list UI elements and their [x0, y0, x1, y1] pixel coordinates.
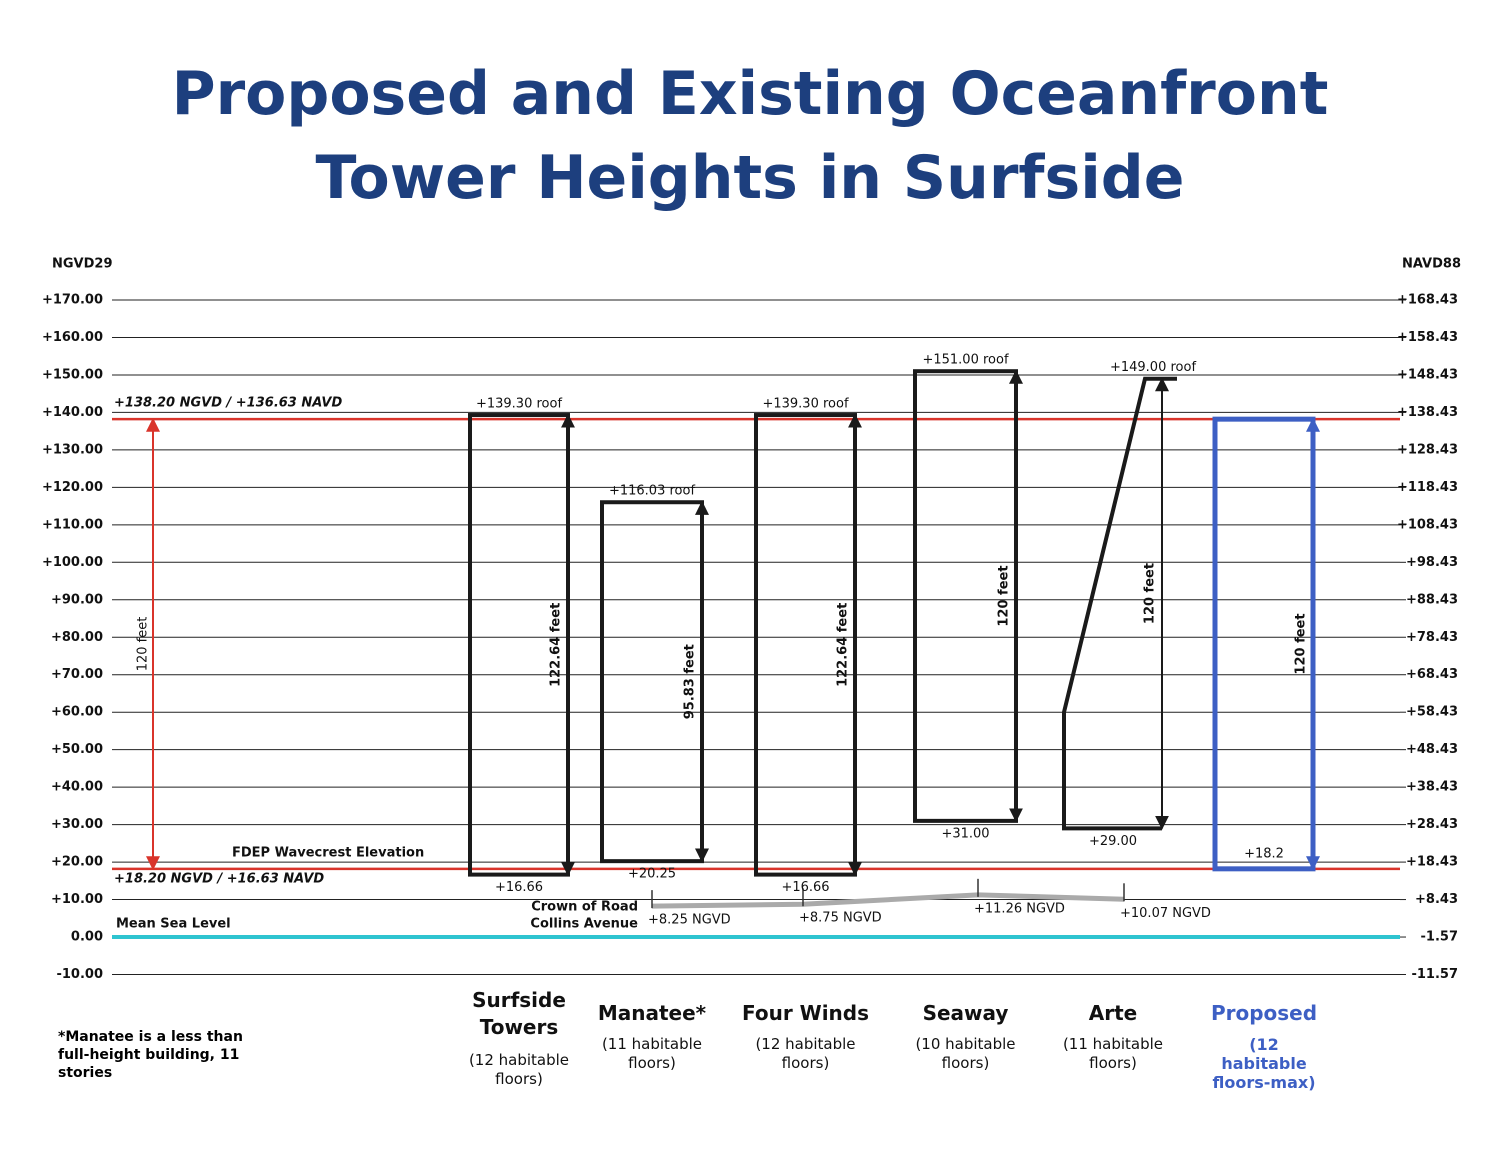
footnote: *Manatee is a less than full-height buil…	[58, 1029, 243, 1081]
y2-tick-label: +18.43	[1406, 855, 1458, 870]
y-tick-label: +30.00	[51, 817, 103, 832]
road-label: +8.25 NGVD	[648, 913, 731, 928]
top-label: +149.00 roof	[1110, 360, 1196, 375]
y2-tick-label: +68.43	[1406, 667, 1458, 682]
building-name: Manatee*	[597, 1001, 707, 1025]
building-floors: (11 habitable floors)	[601, 1035, 703, 1072]
road-line	[651, 892, 1125, 909]
y2-tick-label: -11.57	[1411, 967, 1458, 982]
y-tick-label: +150.00	[42, 367, 103, 382]
base-label: +20.25	[628, 867, 676, 882]
reference-name: FDEP Wavecrest Elevation	[232, 845, 424, 860]
right-axis-label: NAVD88	[1402, 257, 1461, 272]
building-caption: Arte (11 habitable floors)	[1038, 1000, 1188, 1073]
road-caption: Crown of Road	[531, 900, 638, 915]
y-tick-label: +90.00	[51, 592, 103, 607]
y-tick-label: +170.00	[42, 292, 103, 307]
y-tick-label: +160.00	[42, 330, 103, 345]
top-label: +116.03 roof	[609, 484, 695, 499]
base-label: +18.2	[1244, 846, 1284, 861]
y2-tick-label: +128.43	[1397, 442, 1458, 457]
building-caption: Surfside Towers (12 habitable floors)	[444, 987, 594, 1089]
y-tick-label: +110.00	[42, 517, 103, 532]
building-caption: Proposed (12 habitable floors-max)	[1189, 1000, 1339, 1092]
top-label: +139.30 roof	[762, 397, 848, 412]
y2-tick-label: +138.43	[1397, 405, 1458, 420]
base-label: +16.66	[495, 880, 543, 895]
y2-tick-label: +98.43	[1406, 555, 1458, 570]
building-outline	[1062, 376, 1177, 831]
left-axis-label: NGVD29	[52, 257, 113, 272]
top-label: +139.30 roof	[476, 397, 562, 412]
building-floors: (11 habitable floors)	[1062, 1035, 1164, 1072]
y-tick-label: +70.00	[51, 667, 103, 682]
y-tick-label: +120.00	[42, 480, 103, 495]
road-label: +10.07 NGVD	[1120, 906, 1211, 921]
y2-tick-label: +168.43	[1397, 292, 1458, 307]
road-caption: Collins Avenue	[530, 917, 638, 932]
sea-level-label: Mean Sea Level	[116, 917, 231, 932]
height-label: 120 feet	[1143, 563, 1158, 624]
y-tick-label: +40.00	[51, 780, 103, 795]
height-label: 95.83 feet	[683, 644, 698, 719]
building-name: Seaway	[922, 1001, 1009, 1025]
height-label: 122.64 feet	[549, 603, 564, 687]
reference-span-label: 120 feet	[136, 617, 151, 672]
y2-tick-label: +38.43	[1406, 780, 1458, 795]
building-floors: (12 habitable floors-max)	[1212, 1035, 1316, 1092]
base-label: +31.00	[941, 826, 989, 841]
top-label: +151.00 roof	[922, 353, 1008, 368]
y-tick-label: +60.00	[51, 705, 103, 720]
y-tick-label: +50.00	[51, 742, 103, 757]
y2-tick-label: +48.43	[1406, 742, 1458, 757]
building-floors: (10 habitable floors)	[915, 1035, 1016, 1072]
title: Proposed and Existing Oceanfront Tower H…	[171, 59, 1329, 213]
road-label: +11.26 NGVD	[974, 901, 1065, 916]
y-tick-label: +80.00	[51, 630, 103, 645]
y-tick-label: +130.00	[42, 442, 103, 457]
y2-tick-label: +148.43	[1397, 367, 1458, 382]
height-label: 120 feet	[1294, 613, 1309, 674]
y2-tick-label: +118.43	[1397, 480, 1458, 495]
y2-tick-label: +158.43	[1397, 330, 1458, 345]
building-floors: (12 habitable floors)	[468, 1051, 570, 1088]
y-tick-label: +20.00	[51, 855, 103, 870]
y2-tick-label: +78.43	[1406, 630, 1458, 645]
height-label: 122.64 feet	[836, 603, 851, 687]
y2-tick-label: -1.57	[1421, 930, 1458, 945]
building-name: Surfside Towers	[472, 988, 566, 1039]
y-tick-label: 0.00	[71, 930, 103, 945]
reference-label: +138.20 NGVD / +136.63 NAVD	[114, 396, 342, 411]
y2-tick-label: +8.43	[1415, 892, 1458, 907]
y2-tick-label: +58.43	[1406, 705, 1458, 720]
height-label: 120 feet	[997, 565, 1012, 626]
building-caption: Seaway (10 habitable floors)	[891, 1000, 1041, 1073]
y-tick-label: +140.00	[42, 405, 103, 420]
y2-tick-label: +108.43	[1397, 517, 1458, 532]
building-name: Arte	[1088, 1001, 1138, 1025]
y2-tick-label: +28.43	[1406, 817, 1458, 832]
y-tick-label: +10.00	[51, 892, 103, 907]
building-name: Four Winds	[741, 1001, 870, 1025]
base-label: +29.00	[1089, 834, 1137, 849]
base-label: +16.66	[781, 880, 829, 895]
reference-label: +18.20 NGVD / +16.63 NAVD	[114, 871, 324, 886]
y-tick-label: +100.00	[42, 555, 103, 570]
building-name: Proposed	[1210, 1001, 1318, 1025]
road-label: +8.75 NGVD	[799, 911, 882, 926]
y2-tick-label: +88.43	[1406, 592, 1458, 607]
building-caption: Manatee* (11 habitable floors)	[577, 1000, 727, 1073]
y-tick-label: -10.00	[56, 967, 103, 982]
building-floors: (12 habitable floors)	[755, 1035, 856, 1072]
building-caption: Four Winds (12 habitable floors)	[731, 1000, 881, 1073]
